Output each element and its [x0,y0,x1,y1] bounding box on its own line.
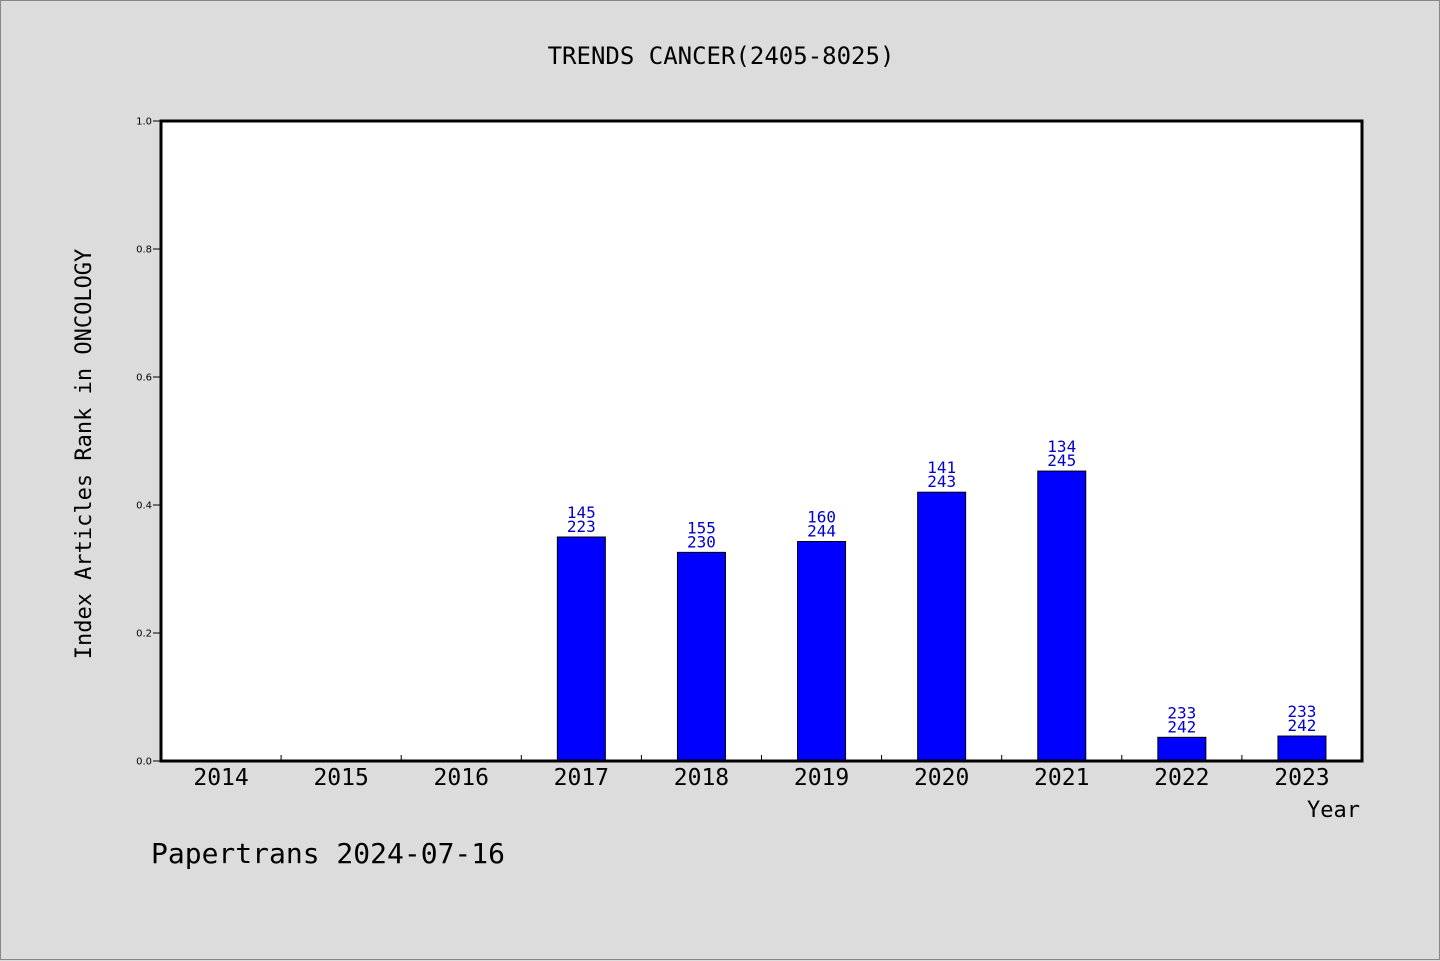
bar-label-top: 155 [687,518,716,537]
bar-label-top: 145 [567,503,596,522]
x-tick-label: 2023 [1274,765,1329,791]
bar [676,551,726,762]
bar-label-top: 134 [1047,437,1076,456]
y-tick-label: 1.0 [136,117,152,128]
bar-label-bottom: 242 [1167,717,1196,736]
y-axis-label: Index Articles Rank in ONCOLOGY [72,249,97,660]
x-tick-label: 2020 [914,765,969,791]
bar-label-top: 233 [1287,702,1316,721]
x-tick-label: 2016 [434,765,489,791]
bar [556,536,606,762]
bar [1277,735,1327,762]
chart-title: TRENDS CANCER(2405-8025) [548,42,895,70]
bar [917,491,967,762]
bar-label-bottom: 230 [687,532,716,551]
x-tick-label: 2017 [554,765,609,791]
y-tick-label: 0.6 [136,373,152,384]
x-tick-label: 2018 [674,765,729,791]
bar-label-bottom: 244 [807,521,836,540]
bar [797,540,847,762]
bar-label-top: 160 [807,507,836,526]
x-axis-label: Year [1307,798,1360,823]
bar-label-top: 233 [1167,703,1196,722]
x-tick-label: 2022 [1154,765,1209,791]
y-tick-label: 0.0 [136,757,152,768]
y-tick-label: 0.2 [136,629,152,640]
bar-label-bottom: 245 [1047,451,1076,470]
x-tick-label: 2021 [1034,765,1089,791]
x-tick-label: 2015 [313,765,368,791]
y-tick-label: 0.4 [136,501,152,512]
bar-label-bottom: 223 [567,517,596,536]
bar [1157,736,1207,762]
x-tick-label: 2019 [794,765,849,791]
bar-label-top: 141 [927,458,956,477]
y-tick-label: 0.8 [136,245,152,256]
footer-text: Papertrans 2024-07-16 [151,837,505,870]
bar-label-bottom: 243 [927,472,956,491]
plot-area [161,121,1362,761]
x-tick-label: 2014 [193,765,248,791]
bar [1037,470,1087,762]
bar-label-bottom: 242 [1287,716,1316,735]
